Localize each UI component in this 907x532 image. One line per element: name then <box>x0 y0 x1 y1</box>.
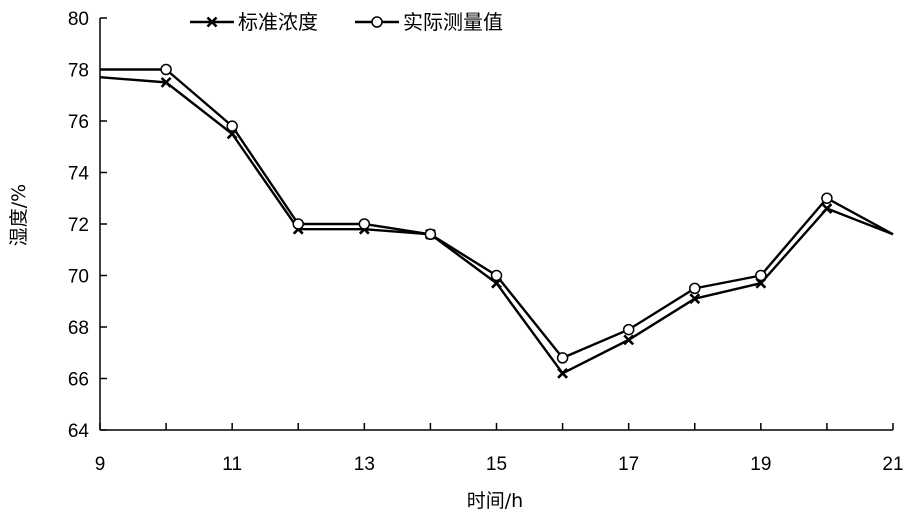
data-point <box>226 120 238 132</box>
legend-item: 实际测量值 <box>355 10 503 34</box>
x-tick-label: 9 <box>95 454 106 475</box>
y-tick-label: 64 <box>68 421 90 442</box>
data-point <box>160 76 172 88</box>
series-layer <box>99 63 894 379</box>
data-point <box>755 269 767 282</box>
x-tick-label: 15 <box>486 454 507 475</box>
y-tick-label: 72 <box>68 215 89 236</box>
data-point <box>689 282 701 295</box>
data-point <box>622 323 635 336</box>
data-point <box>424 228 437 241</box>
data-point <box>821 192 833 204</box>
y-tick-label: 68 <box>68 318 89 339</box>
data-point <box>206 16 218 28</box>
data-point <box>689 293 701 305</box>
y-tick-label: 76 <box>68 112 89 133</box>
series-1 <box>99 76 894 379</box>
data-point <box>821 203 833 214</box>
legend-label: 标准浓度 <box>238 10 318 34</box>
x-tick-label: 11 <box>222 454 242 475</box>
y-tick-label: 74 <box>68 164 90 185</box>
data-point <box>371 16 383 28</box>
x-tick-label: 13 <box>354 454 375 475</box>
x-axis-title: 时间/h <box>467 490 523 512</box>
axes: 64 66 68 70 72 74 76 78 80 9 11 13 15 17 19 21 <box>68 9 904 475</box>
x-tick-label: 21 <box>882 454 903 475</box>
data-point <box>358 218 371 230</box>
data-point <box>292 218 304 230</box>
series-line <box>100 68 894 360</box>
data-point <box>556 352 569 364</box>
x-tick-label: 17 <box>618 454 639 475</box>
legend-item: 标准浓度 <box>190 10 318 34</box>
legend-label: 实际测量值 <box>403 10 503 34</box>
data-point <box>557 367 569 379</box>
series-2 <box>100 63 894 364</box>
data-point <box>160 63 172 76</box>
y-tick-label: 80 <box>68 9 89 30</box>
y-tick-label: 78 <box>68 61 89 82</box>
data-point <box>623 334 635 346</box>
y-tick-label: 66 <box>68 370 89 391</box>
series-line <box>99 76 894 375</box>
y-axis-title: 湿度/% <box>8 184 30 246</box>
y-tick-label: 70 <box>68 267 89 288</box>
x-tick-label: 19 <box>750 454 771 475</box>
data-point <box>490 269 503 282</box>
legend: 标准浓度 实际测量值 <box>190 10 503 34</box>
